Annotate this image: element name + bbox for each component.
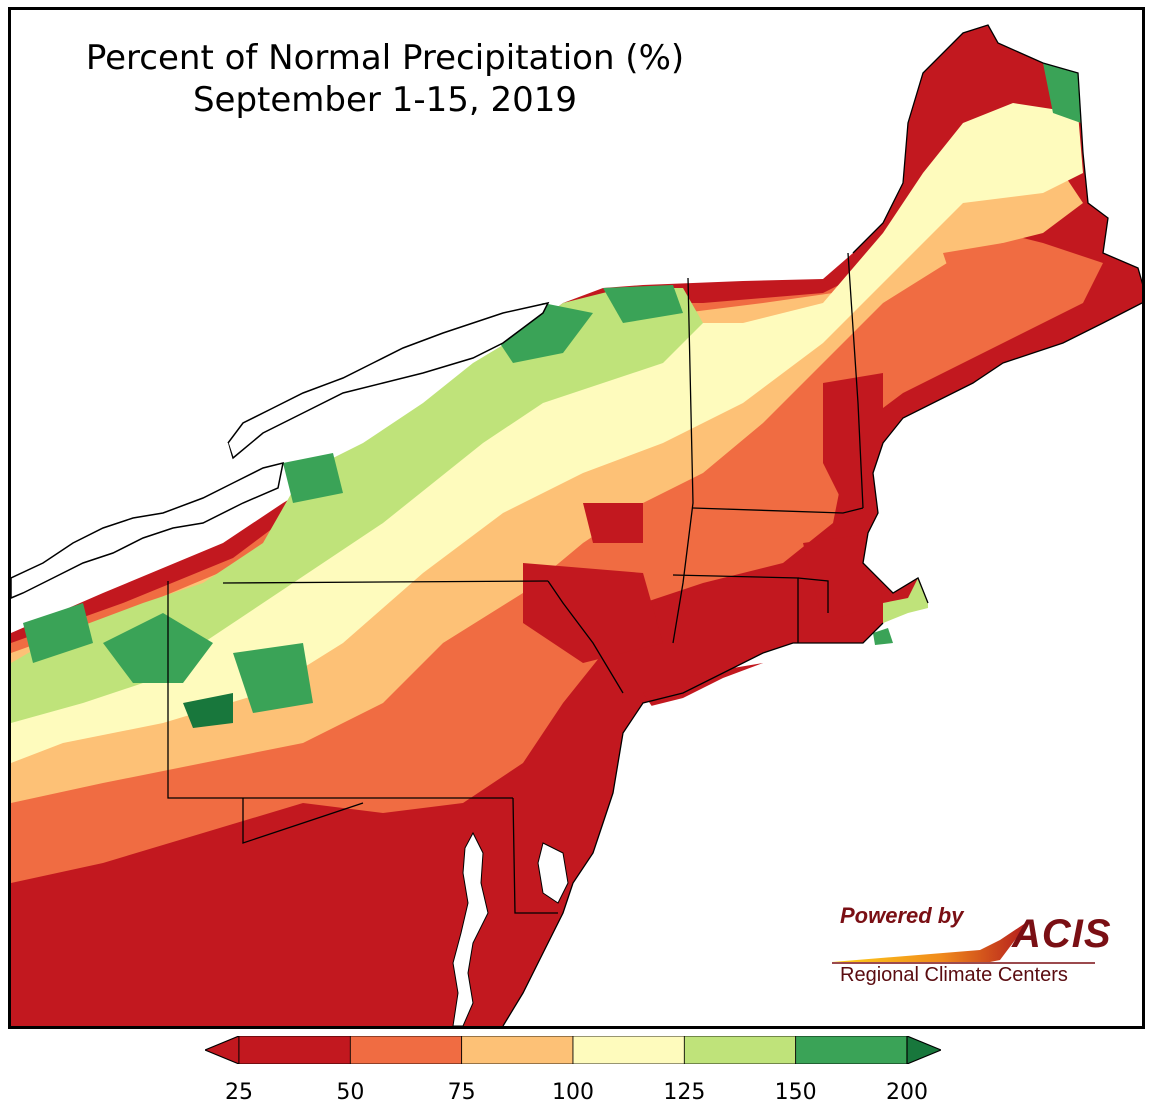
lake-top-left — [11, 368, 233, 461]
acis-swoosh-icon — [832, 920, 1095, 964]
legend-tick-50: 50 — [336, 1080, 365, 1105]
cape-cod — [883, 578, 928, 623]
state-borders — [167, 252, 864, 914]
legend-tick-100: 100 — [552, 1080, 594, 1105]
land-band-yellow — [11, 103, 1083, 763]
nantucket — [873, 628, 893, 645]
map-frame — [8, 7, 1145, 1029]
green-patch-1 — [103, 613, 213, 683]
delaware-bay — [537, 842, 569, 904]
coastline — [502, 302, 1142, 1026]
legend-box-1 — [349, 1036, 463, 1064]
legend-under-arrow — [205, 1036, 240, 1064]
precipitation-map — [11, 24, 1142, 1026]
lake-ontario — [227, 301, 550, 460]
green-patch-8 — [23, 603, 93, 663]
acis-wordmark: ACIS — [1012, 912, 1112, 956]
legend-tick-200: 200 — [886, 1080, 928, 1105]
red-core-5 — [943, 243, 1013, 283]
legend-tick-150: 150 — [774, 1080, 817, 1105]
legend-box-5 — [795, 1036, 908, 1064]
legend-over-arrow — [906, 1036, 941, 1064]
acis-logo — [830, 900, 1110, 995]
rcc-text: Regional Climate Centers — [840, 964, 1068, 986]
red-core-1 — [523, 563, 663, 663]
colorbar-legend — [205, 1036, 941, 1064]
green-patch-6 — [283, 453, 343, 503]
legend-tick-125: 125 — [663, 1080, 706, 1105]
green-patch-7 — [183, 693, 233, 728]
legend-tick-25: 25 — [225, 1080, 253, 1105]
legend-box-3 — [572, 1036, 685, 1064]
lake-erie — [11, 461, 284, 599]
red-core-3 — [583, 503, 643, 543]
legend-color-boxes — [238, 1036, 908, 1064]
red-core-4 — [803, 533, 883, 623]
green-patch-2 — [233, 643, 313, 713]
chesapeake-bay — [452, 831, 489, 1026]
land-band-green — [11, 288, 703, 723]
ocean — [508, 303, 1142, 1026]
legend-box-2 — [461, 1036, 574, 1064]
green-patch-5 — [1043, 63, 1081, 123]
powered-by-text: Powered by — [840, 903, 964, 928]
map-subtitle: September 1-15, 2019 — [192, 80, 578, 120]
legend-box-0 — [238, 1036, 351, 1064]
map-title: Percent of Normal Precipitation (%) — [85, 38, 685, 78]
legend-box-4 — [683, 1036, 797, 1064]
red-core-2 — [823, 373, 883, 503]
maine-outline — [852, 24, 1142, 285]
legend-tick-75: 75 — [447, 1080, 476, 1105]
green-patch-4 — [603, 285, 683, 323]
